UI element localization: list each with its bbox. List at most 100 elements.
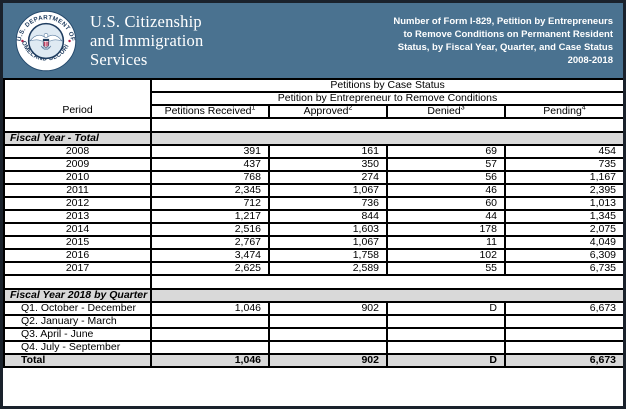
approved-cell: 902 — [268, 353, 388, 368]
quarter-row: Q1. October - December 1,046 902 D 6,673 — [3, 301, 623, 316]
report-title-line: to Remove Conditions on Permanent Reside… — [403, 28, 613, 40]
year-row: 2009 437 350 57 735 — [3, 157, 623, 172]
period-cell: Q1. October - December — [3, 301, 152, 316]
pending-cell: 4,049 — [503, 235, 623, 250]
pending-cell: 1,345 — [503, 209, 623, 224]
denied-cell: 11 — [386, 235, 506, 250]
denied-cell: 46 — [386, 183, 506, 198]
pending-cell — [503, 340, 623, 355]
received-cell: 2,625 — [150, 261, 270, 276]
approved-column-header: Approved2 — [268, 104, 388, 119]
footnote-marker: 1 — [251, 105, 256, 112]
period-cell: Q4. July - September — [3, 340, 152, 355]
seal-eagle-emblem — [28, 32, 64, 50]
received-cell — [150, 340, 270, 355]
period-cell: Q3. April - June — [3, 327, 152, 342]
period-cell: 2012 — [3, 196, 152, 211]
section-label: Fiscal Year 2018 by Quarter — [3, 288, 152, 303]
approved-cell: 1,067 — [268, 235, 388, 250]
approved-cell: 350 — [268, 157, 388, 172]
pending-cell: 1,013 — [503, 196, 623, 211]
year-row: 2017 2,625 2,589 55 6,735 — [3, 261, 623, 276]
received-cell: 768 — [150, 170, 270, 185]
quarter-row: Q2. January - March — [3, 314, 623, 329]
denied-cell: D — [386, 353, 506, 368]
denied-cell: 55 — [386, 261, 506, 276]
report-title-line: Number of Form I-829, Petition by Entrep… — [393, 15, 613, 27]
quarter-row: Q3. April - June — [3, 327, 623, 342]
spacer-row — [3, 274, 623, 290]
agency-name-line: and Immigration — [90, 31, 204, 50]
subgroup-header: Petition by Entrepreneur to Remove Condi… — [149, 91, 623, 106]
pending-cell — [503, 314, 623, 329]
period-cell: 2016 — [3, 248, 152, 263]
report-title: Number of Form I-829, Petition by Entrep… — [393, 15, 615, 67]
footnote-marker: 4 — [581, 105, 586, 112]
denied-cell — [386, 327, 506, 342]
approved-cell: 161 — [268, 144, 388, 159]
agency-name-line: Services — [90, 50, 148, 69]
approved-cell: 2,589 — [268, 261, 388, 276]
denied-cell — [386, 314, 506, 329]
denied-cell: D — [386, 301, 506, 316]
case-status-group-header: Petitions by Case Status — [149, 78, 623, 93]
denied-column-header: Denied3 — [386, 104, 506, 119]
petitions-table: Period Petitions by Case Status Petition… — [3, 78, 623, 368]
approved-cell — [268, 314, 388, 329]
period-column-header: Period — [3, 78, 152, 119]
pending-cell: 2,075 — [503, 222, 623, 237]
denied-cell: 178 — [386, 222, 506, 237]
period-cell: Q2. January - March — [3, 314, 152, 329]
pending-cell: 1,167 — [503, 170, 623, 185]
denied-cell: 60 — [386, 196, 506, 211]
period-cell: 2015 — [3, 235, 152, 250]
report-title-line: Status, by Fiscal Year, Quarter, and Cas… — [397, 41, 613, 53]
year-row: 2008 391 161 69 454 — [3, 144, 623, 159]
denied-cell: 44 — [386, 209, 506, 224]
footnote-marker: 2 — [348, 105, 353, 112]
received-cell: 391 — [150, 144, 270, 159]
approved-cell: 844 — [268, 209, 388, 224]
received-cell: 1,046 — [150, 301, 270, 316]
pending-cell: 454 — [503, 144, 623, 159]
pending-cell: 6,309 — [503, 248, 623, 263]
year-row: 2011 2,345 1,067 46 2,395 — [3, 183, 623, 198]
received-column-header: Petitions Received1 — [150, 104, 270, 119]
agency-name-line: U.S. Citizenship — [90, 12, 202, 31]
pending-column-header: Pending4 — [503, 104, 623, 119]
report-title-line: 2008-2018 — [567, 54, 613, 66]
received-cell: 437 — [150, 157, 270, 172]
period-cell: 2014 — [3, 222, 152, 237]
year-row: 2015 2,767 1,067 11 4,049 — [3, 235, 623, 250]
header-banner: U.S. DEPARTMENT OF HOMELAND SECURITY U.S… — [3, 3, 623, 78]
received-cell: 3,474 — [150, 248, 270, 263]
denied-cell: 56 — [386, 170, 506, 185]
year-row: 2016 3,474 1,758 102 6,309 — [3, 248, 623, 263]
received-cell: 2,345 — [150, 183, 270, 198]
period-cell: 2017 — [3, 261, 152, 276]
year-row: 2012 712 736 60 1,013 — [3, 196, 623, 211]
period-cell: 2010 — [3, 170, 152, 185]
denied-cell: 102 — [386, 248, 506, 263]
approved-cell — [268, 340, 388, 355]
approved-cell: 274 — [268, 170, 388, 185]
denied-cell: 69 — [386, 144, 506, 159]
received-cell: 1,046 — [150, 353, 270, 368]
period-cell: 2011 — [3, 183, 152, 198]
year-row: 2014 2,516 1,603 178 2,075 — [3, 222, 623, 237]
agency-name: U.S. Citizenship and Immigration Service… — [90, 12, 203, 69]
pending-cell: 6,673 — [503, 353, 623, 368]
fiscal-year-total-section-row: Fiscal Year - Total — [3, 131, 623, 146]
denied-cell: 57 — [386, 157, 506, 172]
received-cell: 2,516 — [150, 222, 270, 237]
period-cell: 2008 — [3, 144, 152, 159]
approved-cell: 1,603 — [268, 222, 388, 237]
period-cell: 2009 — [3, 157, 152, 172]
footnote-marker: 3 — [460, 105, 465, 112]
fiscal-year-2018-section-row: Fiscal Year 2018 by Quarter — [3, 288, 623, 303]
section-label: Fiscal Year - Total — [3, 131, 152, 146]
received-cell — [150, 314, 270, 329]
pending-cell: 6,673 — [503, 301, 623, 316]
year-row: 2013 1,217 844 44 1,345 — [3, 209, 623, 224]
